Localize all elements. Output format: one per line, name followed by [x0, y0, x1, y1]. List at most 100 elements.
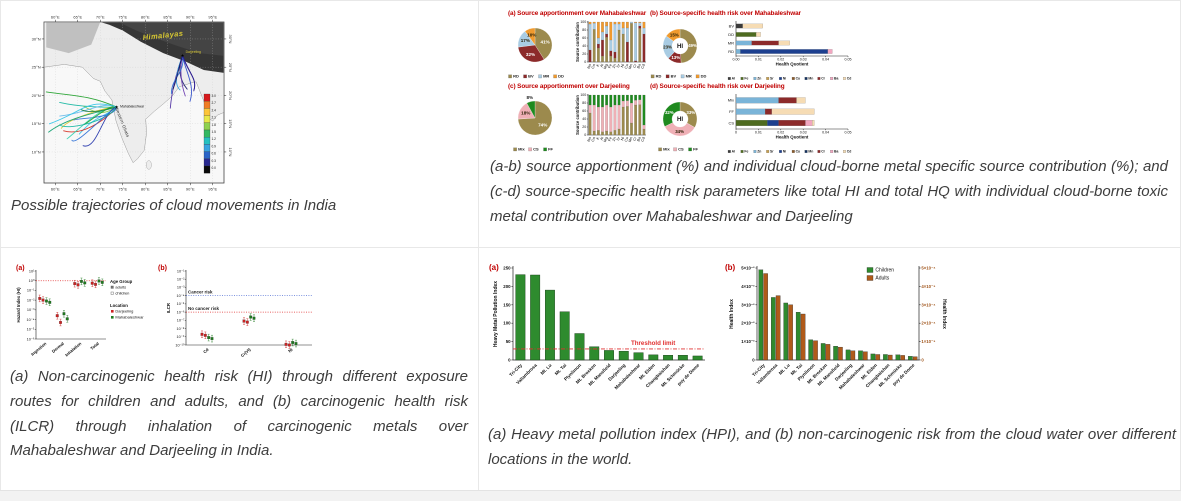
quadrant-c: (c) Source apportionment over Darjeeling…	[508, 82, 650, 155]
bottom-strip	[0, 490, 1181, 501]
svg-text:150: 150	[503, 302, 511, 307]
svg-text:Health Index: Health Index	[941, 299, 947, 329]
health-risk-mahabaleshwar-chart: 49% 13% 23% 15% HI RD BV MR DD BV DD MR RD 0.00 0.01 0.…	[650, 21, 852, 81]
svg-text:10⁻⁵: 10⁻⁵	[27, 328, 35, 332]
svg-text:2×10⁻²: 2×10⁻²	[741, 321, 755, 326]
svg-text:2×10⁻⁴: 2×10⁻⁴	[921, 321, 935, 326]
svg-text:Cu: Cu	[796, 77, 801, 81]
svg-text:10⁻⁶: 10⁻⁶	[27, 337, 35, 341]
svg-text:Age Group: Age Group	[110, 279, 133, 284]
svg-text:Cd: Cd	[202, 347, 210, 355]
svg-text:5×10⁻²: 5×10⁻²	[741, 266, 755, 271]
svg-text:adults: adults	[115, 284, 126, 289]
svg-text:90°E: 90°E	[186, 186, 195, 191]
svg-text:8%: 8%	[526, 95, 533, 100]
svg-text:★: ★	[181, 53, 186, 58]
svg-text:80: 80	[582, 101, 586, 105]
svg-text:FF: FF	[693, 147, 698, 152]
svg-text:Cd: Cd	[640, 136, 645, 142]
svg-text:Ba: Ba	[834, 77, 838, 81]
health-risk-caption: (a) Non-carcinogenic health risk (HI) th…	[10, 368, 468, 460]
svg-text:60°E: 60°E	[51, 186, 60, 191]
svg-text:85°E: 85°E	[163, 186, 172, 191]
svg-text:Cr: Cr	[821, 77, 825, 81]
cell-apportionment: (a) Source apportionment over Mahabalesh…	[478, 0, 1181, 247]
svg-text:1.5: 1.5	[212, 130, 217, 134]
cell-map: ★ ★ Himalayas Darjeeling Mahabaleshwar Wester…	[0, 0, 478, 247]
svg-text:Darjeeling: Darjeeling	[186, 50, 201, 54]
svg-text:50: 50	[506, 339, 511, 344]
quadrant-c-title: (c) Source apportionment over Darjeeling	[508, 83, 630, 90]
svg-text:4×10⁻⁴: 4×10⁻⁴	[921, 284, 935, 289]
svg-text:★: ★	[115, 105, 120, 110]
svg-text:RD: RD	[656, 74, 662, 79]
svg-text:0.04: 0.04	[822, 130, 829, 134]
svg-text:RD: RD	[513, 74, 519, 79]
svg-text:Cr: Cr	[821, 150, 825, 154]
svg-text:Al: Al	[600, 63, 605, 68]
svg-text:15%: 15%	[670, 32, 679, 37]
svg-text:Mix: Mix	[663, 147, 670, 152]
svg-text:0.02: 0.02	[777, 57, 784, 61]
svg-text:10⁻⁵: 10⁻⁵	[177, 302, 185, 306]
svg-text:Ca: Ca	[591, 136, 597, 143]
svg-text:Zn: Zn	[757, 77, 761, 81]
svg-text:Health Quotient: Health Quotient	[776, 62, 809, 67]
svg-text:18%: 18%	[521, 110, 530, 115]
svg-text:Cr(VI): Cr(VI)	[240, 347, 252, 359]
column-divider	[478, 0, 479, 490]
svg-text:10⁻¹⁰: 10⁻¹⁰	[175, 343, 184, 347]
svg-text:80: 80	[582, 28, 586, 32]
svg-text:DD: DD	[701, 74, 707, 79]
svg-text:Total: Total	[89, 341, 100, 351]
svg-text:Health Index: Health Index	[729, 299, 735, 329]
svg-text:0: 0	[752, 358, 755, 363]
svg-text:Cu: Cu	[624, 63, 629, 69]
svg-text:60: 60	[582, 109, 586, 113]
svg-text:FF: FF	[548, 147, 553, 152]
svg-text:32%: 32%	[665, 110, 674, 115]
svg-text:5×10⁻⁴: 5×10⁻⁴	[921, 266, 935, 271]
svg-text:20°N: 20°N	[32, 93, 41, 98]
svg-text:90°E: 90°E	[186, 15, 195, 20]
svg-text:Mn: Mn	[628, 136, 634, 142]
svg-text:10⁻⁴: 10⁻⁴	[27, 318, 35, 322]
svg-text:20: 20	[582, 52, 586, 56]
svg-text:Cd: Cd	[847, 77, 852, 81]
svg-text:Cr: Cr	[632, 136, 637, 142]
quadrant-b: (b) Source-specific health risk over Mah…	[650, 9, 858, 82]
svg-text:10⁻⁹: 10⁻⁹	[177, 335, 185, 339]
svg-text:20°N: 20°N	[228, 91, 233, 100]
svg-text:0.6: 0.6	[212, 152, 217, 156]
svg-text:children: children	[115, 290, 129, 295]
svg-text:Inhalation: Inhalation	[64, 341, 83, 358]
svg-text:Ni: Ni	[287, 347, 293, 354]
svg-text:3×10⁻⁴: 3×10⁻⁴	[921, 302, 935, 307]
svg-text:40: 40	[582, 44, 586, 48]
svg-text:32%: 32%	[526, 52, 535, 57]
svg-text:0: 0	[508, 358, 511, 363]
svg-text:Mahabaleshwar: Mahabaleshwar	[115, 315, 144, 320]
svg-text:MR: MR	[686, 74, 692, 79]
svg-text:10⁻¹: 10⁻¹	[177, 269, 185, 273]
svg-text:CS: CS	[728, 120, 734, 125]
health-risk-darjeeling-chart: 33% 34% 32%HI Mix CS FF Mix FF CS 0 0.01 0.02 0.03 0.…	[658, 94, 852, 154]
quadrant-d-title: (d) Source-specific health risk over Dar…	[650, 83, 785, 90]
svg-text:74%: 74%	[538, 123, 547, 128]
svg-text:Ni: Ni	[620, 63, 625, 68]
svg-text:Mn: Mn	[628, 63, 634, 69]
svg-text:Mg: Mg	[603, 63, 609, 69]
svg-text:Cd: Cd	[640, 63, 645, 69]
svg-text:70°E: 70°E	[96, 15, 105, 20]
cell-hpi: (a) 0 50 100 150 200 250 Heavy Metal Pollution …	[478, 247, 1181, 490]
svg-text:4×10⁻²: 4×10⁻²	[741, 284, 755, 289]
svg-text:Sr: Sr	[616, 136, 621, 142]
apportionment-figure: (a) Source apportionment over Mahabalesh…	[508, 9, 858, 155]
svg-text:Mahabaleshwar: Mahabaleshwar	[120, 105, 145, 109]
quadrant-d: (d) Source-specific health risk over Dar…	[650, 82, 858, 155]
svg-text:85°E: 85°E	[163, 15, 172, 20]
svg-text:Cu: Cu	[796, 150, 801, 154]
svg-text:25°N: 25°N	[228, 63, 233, 72]
hpi-caption: (a) Heavy metal pollution index (HPI), a…	[488, 426, 1176, 468]
